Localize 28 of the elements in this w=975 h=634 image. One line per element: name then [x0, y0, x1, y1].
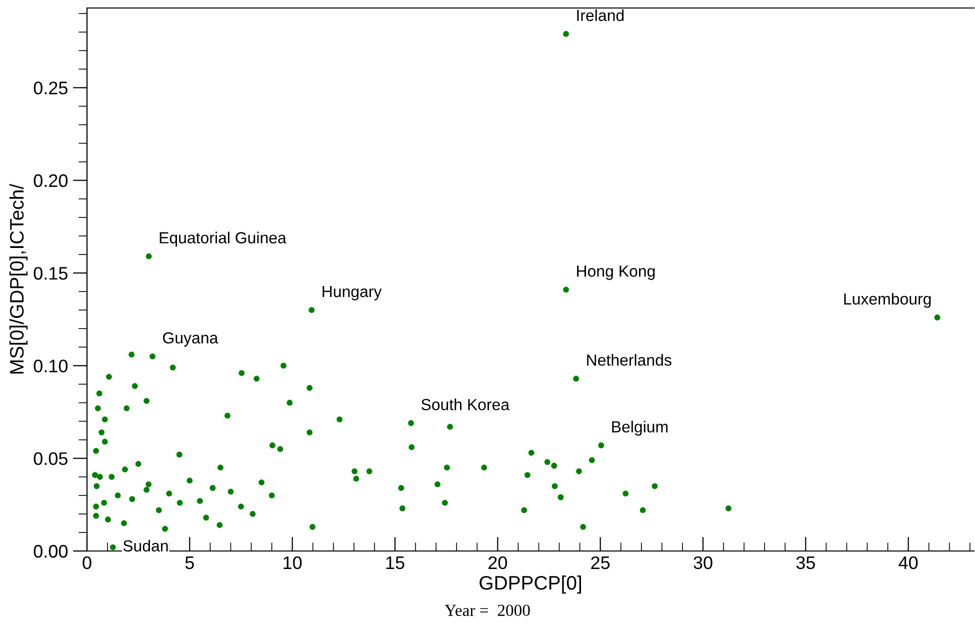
text: Year = 2000 — [444, 604, 530, 616]
x-tick-label: 10 — [284, 556, 302, 570]
x-axis-title: GDPPCP[0] — [480, 575, 581, 594]
annotation: Hong Kong — [577, 266, 655, 280]
x-tick-label: 15 — [386, 556, 404, 570]
x-tick-label: 40 — [898, 556, 918, 570]
annotation: Equatorial Guinea — [160, 232, 286, 247]
annotation: Ireland — [577, 9, 624, 22]
y-tick-label: 0.15 — [34, 266, 68, 280]
x-tick-label: 20 — [488, 556, 507, 570]
annotation: Hungary — [322, 286, 382, 300]
annotation: Netherlands — [587, 354, 672, 366]
annotation: South Korea — [421, 398, 510, 410]
x-tick-label: 5 — [185, 556, 194, 570]
annotation: Belgium — [612, 420, 668, 436]
y-tick-label: 0.20 — [34, 174, 68, 188]
y-axis-title: MS[0]/GDP[0],ICTech/ — [9, 184, 28, 374]
annotation: Guyana — [163, 332, 218, 347]
x-tick-label: 30 — [694, 556, 712, 570]
x-tick-label: 25 — [591, 556, 610, 570]
annotation: Sudan — [123, 540, 168, 552]
y-tick-label: 0.05 — [34, 452, 68, 466]
y-tick-label: 0.00 — [34, 544, 68, 558]
x-tick-label: 35 — [796, 556, 815, 570]
x-tick-label: 0 — [82, 556, 92, 570]
annotation: Luxembourg — [844, 292, 931, 308]
y-tick-label: 0.10 — [34, 360, 68, 372]
y-tick-label: 0.25 — [34, 82, 68, 94]
